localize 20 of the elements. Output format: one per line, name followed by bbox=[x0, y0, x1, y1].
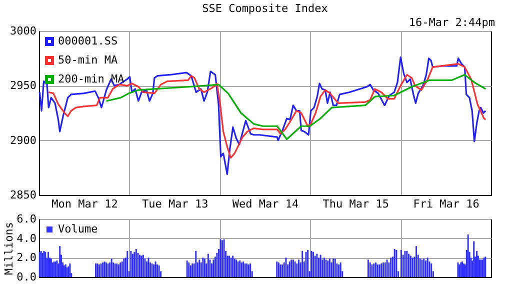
y-tick-label: 4.0 bbox=[16, 232, 36, 245]
chart-title: SSE Composite Index bbox=[202, 2, 328, 15]
y-tick-label: 2850 bbox=[10, 188, 36, 202]
x-tick-label: Fri Mar 16 bbox=[413, 198, 480, 210]
legend-label: 50-min MA bbox=[58, 54, 118, 66]
y-tick-label: 2950 bbox=[10, 79, 36, 92]
legend-label: 000001.SS bbox=[58, 34, 118, 48]
legend-label: 200-min MA bbox=[58, 72, 125, 86]
text: 16-Mar 2:44pm bbox=[408, 16, 496, 29]
x-tick-label: Thu Mar 15 bbox=[322, 198, 390, 210]
y-tick-label: 0.0 bbox=[16, 270, 36, 284]
y-axis-title: Millions bbox=[2, 222, 16, 275]
y-tick-label: 6.0 bbox=[16, 212, 36, 226]
y-tick-label: 2.0 bbox=[16, 251, 36, 264]
y-tick-label: 3000 bbox=[10, 24, 36, 38]
x-tick-label: Wed Mar 14 bbox=[232, 198, 299, 210]
y-tick-label: 2900 bbox=[10, 134, 36, 147]
x-tick-label: Tue Mar 13 bbox=[142, 198, 208, 210]
x-tick-label: Mon Mar 12 bbox=[52, 198, 118, 210]
legend-label: Volume bbox=[58, 222, 98, 236]
